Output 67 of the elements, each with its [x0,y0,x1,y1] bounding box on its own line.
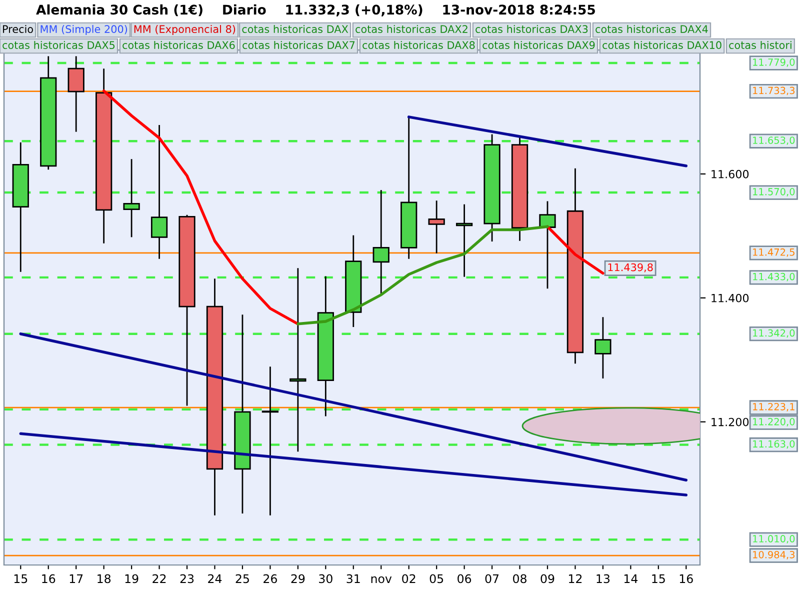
ref-line-label: 11.220,0 [753,418,795,426]
x-tick-label: 30 [319,574,332,584]
text: cotas historicas DAX9 [482,40,595,50]
text: cotas historicas DAX2 [356,24,468,34]
ref-line-label: 10.984,3 [753,550,795,560]
text: cotas historicas DAX5 [2,40,115,50]
x-tick-label: 16 [680,574,693,584]
text: cotas historicas DAX10 [602,40,722,50]
x-tick-label: 06 [458,574,472,584]
data-label: 11.439,8 [608,263,653,272]
x-tick-label: 18 [98,574,111,584]
ref-line-label: 11.342,0 [753,329,795,338]
x-tick-label: 22 [152,574,166,583]
y-tick-label: 11.400 [712,294,749,302]
text: MM (Simple 200) [40,24,128,36]
candlestick [150,124,168,260]
ref-line-label: 11.163,0 [753,440,795,449]
chart-title: Alemania 30 Cash (1€) Diario 11.332,3 (+0,18%) 13-nov-2018 8:24:55 [36,4,595,16]
x-tick-label: 17 [70,574,83,583]
line-series [102,90,300,326]
x-tick-label: 24 [208,574,222,583]
x-tick-label: 26 [264,574,277,584]
candlestick [372,189,390,296]
x-tick-label: 23 [180,574,194,584]
x-tick-label: 19 [125,574,138,584]
x-tick-label: 09 [540,574,554,584]
candlestick [123,158,140,238]
ref-line-label: 11.433,0 [753,272,795,282]
ref-line-label: 11.570,0 [753,188,795,196]
text: Precio [3,24,33,34]
candlestick [428,200,445,254]
ref-line-label: 11.472,5 [753,248,794,257]
x-tick-label: 13 [596,574,610,584]
x-tick-label: 15 [652,574,665,584]
x-tick-label: 25 [236,574,249,584]
candlestick [290,267,306,452]
candlestick [68,56,84,132]
candlestick [594,316,612,380]
x-tick-label: 31 [346,574,360,584]
x-tick-label: 08 [513,574,526,584]
ref-line-label: 11.779,0 [753,58,795,67]
x-tick-label: 29 [291,574,305,584]
x-tick-label: 02 [402,574,416,584]
text: cotas historicas DAX8 [362,40,475,50]
text: cotas historicas DAX7 [242,40,355,50]
candlestick [456,204,473,278]
ref-line-label: 11.010,0 [753,535,795,544]
ref-line-label: 11.733,3 [753,86,795,96]
text: cotas histori [729,40,792,50]
text: MM (Exponencial 8) [134,24,236,36]
text: cotas historicas DAX6 [122,40,235,50]
x-tick-label: 05 [430,574,444,584]
candlestick [262,366,279,516]
y-tick-label: 11.200 [712,418,749,426]
x-tick-label: 14 [624,574,638,583]
x-tick-label: 15 [14,574,28,584]
x-tick-label: 12 [569,574,582,583]
x-tick-label: 07 [485,574,499,584]
ref-line-label: 11.653,0 [753,136,795,145]
x-tick-label: 16 [42,574,56,584]
ref-line-label: 11.223,1 [753,402,794,412]
candlestick [539,200,556,290]
text: cotas historicas DAX3 [476,24,588,34]
x-tick-label: nov [371,576,392,584]
text: cotas historicas DAX [242,24,348,34]
text: cotas historicas DAX4 [596,24,708,34]
y-tick-label: 11.600 [712,170,749,178]
